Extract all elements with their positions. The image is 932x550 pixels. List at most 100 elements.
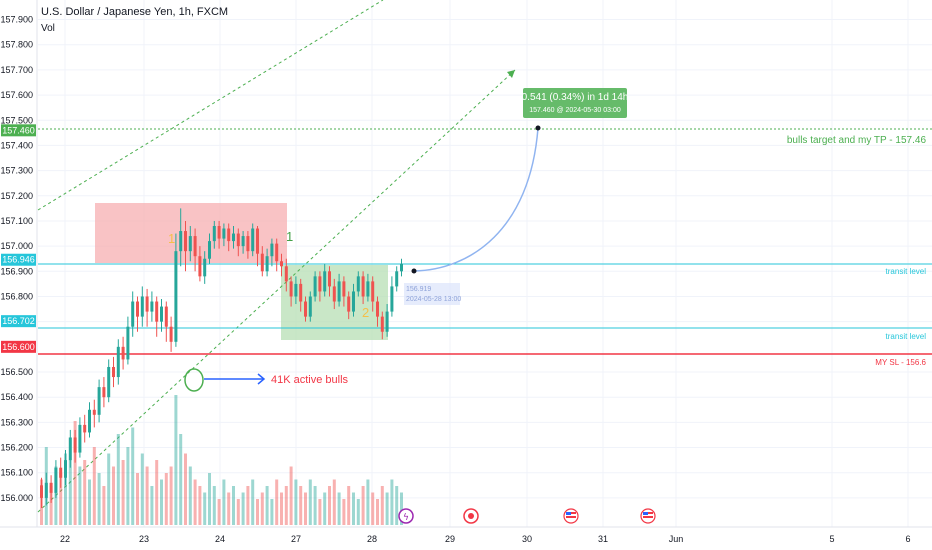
candle-body [332, 286, 336, 302]
bulls-arrow-head [257, 373, 266, 385]
projection-end-dot[interactable] [535, 125, 541, 131]
time-axis[interactable] [0, 527, 932, 550]
candle-body [212, 225, 216, 242]
volume-bar [299, 486, 303, 525]
projection-start-dot[interactable] [411, 268, 417, 274]
candle-body [395, 271, 399, 287]
candle-body [251, 228, 255, 252]
time-tick-label: 28 [367, 534, 377, 544]
lightning-event-icon[interactable] [398, 508, 414, 524]
volume-bar [376, 499, 379, 525]
price-tick-label: 157.400 [0, 140, 33, 150]
price-axis-ticks: 157.900157.800157.700157.600157.500157.4… [0, 15, 33, 503]
candle-body [59, 467, 63, 478]
volume-bar [179, 434, 183, 525]
callout-line-2: 157.460 @ 2024-05-30 03:00 [529, 107, 621, 114]
projection-curve[interactable] [413, 127, 539, 272]
volume-bar [347, 486, 351, 525]
volume-bar [342, 499, 346, 525]
candle-body [356, 276, 360, 292]
price-tick-label: 156.500 [0, 367, 33, 377]
volume-bar [208, 473, 211, 525]
candle-body [352, 291, 355, 312]
price-tick-label: 156.800 [0, 291, 33, 301]
candle-body [270, 243, 274, 257]
candle-body [380, 316, 384, 332]
candle-body [280, 261, 283, 267]
price-tick-label: 156.300 [0, 417, 33, 427]
candle-body [385, 311, 389, 332]
volume-bar [88, 479, 91, 525]
channel-upper-line[interactable] [37, 0, 384, 211]
volume-bar [275, 479, 279, 525]
price-tick-label: 157.800 [0, 40, 33, 50]
volume-bar [92, 447, 96, 525]
red-range-zone[interactable] [95, 203, 287, 263]
transit-lower-label: transit level [886, 332, 927, 341]
volume-bar [395, 486, 399, 525]
candle-body [179, 231, 183, 252]
time-tick-label: 23 [139, 534, 149, 544]
volume-bar [174, 395, 178, 525]
us-flag-icon[interactable] [563, 508, 579, 524]
volume-bar [116, 434, 120, 525]
candle-body [366, 281, 370, 297]
transit-upper-label: transit level [886, 267, 927, 276]
volume-bar [289, 466, 293, 525]
callout-line-1: 0.541 (0.34%) in 1d 14h [522, 92, 629, 103]
price-tag [1, 124, 36, 137]
volume-bar [251, 479, 255, 525]
bulls-highlight-circle[interactable] [184, 368, 204, 392]
us-flag-icon[interactable] [640, 508, 656, 524]
volume-bars [40, 395, 403, 525]
time-axis-ticks: 22 23 24 27 28 29 30 31 Jun 5 6 [60, 534, 911, 544]
volume-indicator-label[interactable]: Vol [41, 23, 55, 34]
candle-body [241, 236, 245, 247]
channel-lower-line[interactable] [37, 69, 516, 513]
candle-body [126, 326, 130, 360]
time-tick-label: 29 [445, 534, 455, 544]
candle-body [304, 301, 307, 317]
candle-body [174, 251, 178, 342]
price-tick-label: 156.000 [0, 493, 33, 503]
candle-body [208, 241, 211, 259]
candlestick-series[interactable] [40, 208, 403, 508]
candle-body [203, 258, 207, 277]
candle-body [188, 236, 192, 252]
volume-bar [203, 492, 207, 525]
volume-bar [260, 492, 264, 525]
candle-body [390, 286, 394, 312]
candle-body [44, 482, 48, 498]
candle-body [400, 263, 403, 272]
projection-callout[interactable] [523, 88, 627, 118]
candle-body [40, 485, 43, 498]
volume-bar [150, 486, 154, 525]
price-axis-tags: 157.460 156.946 156.702 156.600 [1, 124, 36, 353]
volume-bar [64, 453, 67, 525]
volume-bar [352, 492, 355, 525]
time-tick-label: 5 [829, 534, 834, 544]
candle-body [217, 225, 221, 239]
volume-bar [280, 492, 283, 525]
price-tick-label: 157.900 [0, 15, 33, 25]
projection-box[interactable] [404, 283, 460, 305]
candle-body [376, 301, 379, 317]
volume-bar [198, 486, 202, 525]
volume-bar [68, 460, 72, 525]
candle-body [150, 301, 154, 312]
volume-bar [73, 421, 77, 525]
candle-body [164, 306, 168, 327]
candle-body [49, 482, 53, 493]
volume-bar [328, 486, 331, 525]
candle-body [318, 276, 322, 292]
volume-bar [102, 486, 106, 525]
price-tick-label: 157.200 [0, 191, 33, 201]
volume-bar [294, 479, 298, 525]
volume-bar [155, 460, 159, 525]
price-tick-label: 156.900 [0, 266, 33, 276]
symbol-title[interactable]: U.S. Dollar / Japanese Yen, 1h, FXCM [41, 6, 228, 18]
time-tick-label: 6 [905, 534, 910, 544]
volume-bar [284, 486, 288, 525]
candle-body [121, 346, 125, 360]
